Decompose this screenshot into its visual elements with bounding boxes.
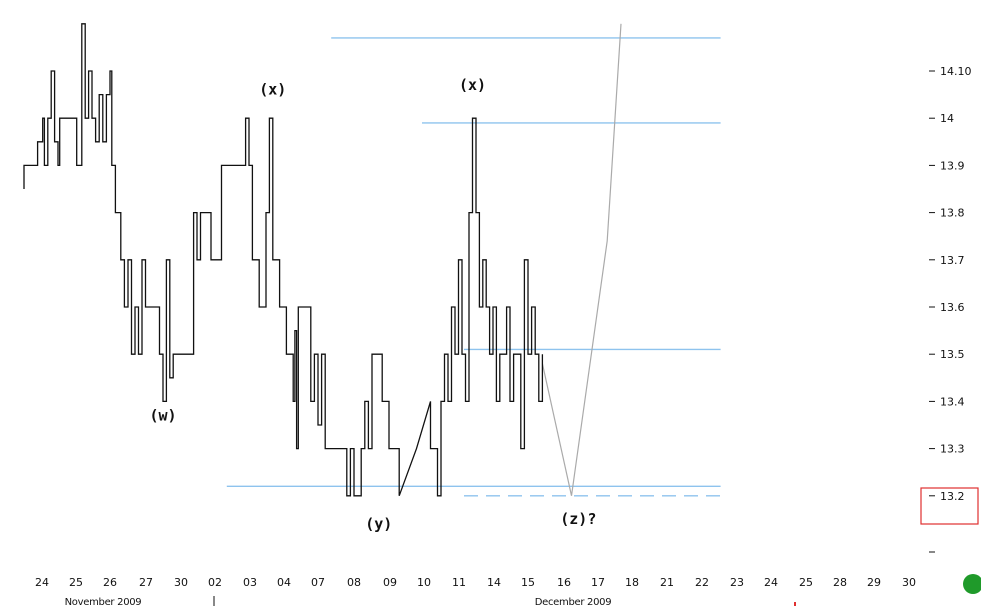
red-marker-icon — [794, 602, 796, 606]
x-tick-label: 16 — [557, 576, 571, 589]
x-tick-label: 23 — [730, 576, 744, 589]
price-series — [23, 23, 544, 497]
x-tick-label: 04 — [277, 576, 291, 589]
x-tick-label: 09 — [383, 576, 397, 589]
x-tick-label: 15 — [521, 576, 535, 589]
horizontal-levels — [226, 37, 721, 497]
y-tick-label: 13.5 — [940, 348, 965, 361]
x-tick-label: 30 — [174, 576, 188, 589]
projection-line — [541, 23, 622, 496]
x-axis: 24 25 26 27 30 02 03 04 07 08 09 10 11 14 15 16 17 18 21 22… — [35, 576, 916, 608]
x-tick-label: 18 — [625, 576, 639, 589]
x-tick-label: 25 — [69, 576, 83, 589]
x-tick-label: 25 — [799, 576, 813, 589]
x-tick-label: 29 — [867, 576, 881, 589]
x-tick-label: 14 — [487, 576, 501, 589]
wave-labels: (w) (x) (y) (x) (z)? — [149, 76, 596, 533]
x-tick-label: 30 — [902, 576, 916, 589]
x-tick-label: 08 — [347, 576, 361, 589]
y-tick-label: 13.9 — [940, 159, 965, 172]
x-tick-label: 03 — [243, 576, 257, 589]
x-tick-label: 24 — [764, 576, 778, 589]
x-tick-label: 28 — [833, 576, 847, 589]
x-tick-label: 07 — [311, 576, 325, 589]
y-tick-label: 13.2 — [940, 490, 965, 503]
projection-path — [541, 23, 622, 496]
y-axis: 14.10 14 13.9 13.8 13.7 13.6 13.5 13.4 13.3 13.2 — [929, 65, 972, 553]
y-tick-label: 13.3 — [940, 443, 965, 456]
y-tick-label: 13.8 — [940, 207, 965, 220]
x-tick-label: 17 — [591, 576, 605, 589]
x-tick-label: 26 — [103, 576, 117, 589]
y-tick-label: 13.7 — [940, 254, 965, 267]
wave-label-5: (z)? — [560, 510, 596, 528]
x-tick-label: 10 — [417, 576, 431, 589]
highlighted-level-box — [920, 487, 979, 525]
x-tick-label: 21 — [660, 576, 674, 589]
y-tick-label: 13.6 — [940, 301, 965, 314]
wave-label-1: (w) — [149, 406, 176, 424]
wave-label-3: (y) — [365, 515, 392, 533]
wave-label-4: (x) — [459, 76, 486, 94]
price-line — [23, 23, 544, 497]
x-tick-label: 27 — [139, 576, 153, 589]
y-tick-label: 14.10 — [940, 65, 972, 78]
wave-label-2: (x) — [259, 81, 286, 99]
x-tick-label: 11 — [452, 576, 466, 589]
x-tick-label: 24 — [35, 576, 49, 589]
status-dot-icon — [963, 574, 981, 594]
y-tick-label: 13.4 — [940, 395, 965, 408]
month-label: November 2009 — [65, 597, 142, 608]
month-label: December 2009 — [535, 597, 612, 608]
x-tick-label: 22 — [695, 576, 709, 589]
y-tick-label: 14 — [940, 112, 954, 125]
x-tick-label: 02 — [208, 576, 222, 589]
